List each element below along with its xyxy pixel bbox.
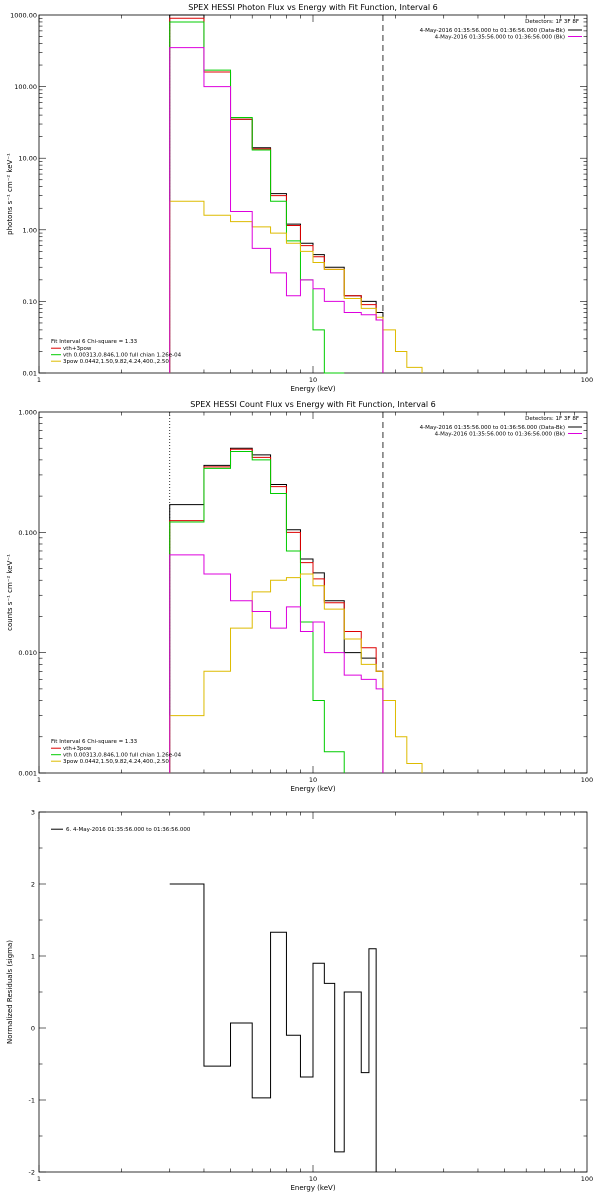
legend-label: 6. 4-May-2016 01:35:56.000 to 01:36:56.0… — [66, 827, 191, 833]
y-tick-label: 0.10 — [23, 298, 37, 306]
y-axis-label: photons s⁻¹ cm⁻² keV⁻¹ — [6, 153, 14, 235]
panel-1: SPEX HESSI Photon Flux vs Energy with Fi… — [6, 3, 593, 393]
x-tick-label: 1 — [37, 376, 41, 384]
legend-label: 3pow 0.0442,1.50,9.82,4.24,400.,2.50 — [63, 359, 169, 365]
panel-2: SPEX HESSI Count Flux vs Energy with Fit… — [6, 400, 593, 793]
y-axis-label: Normalized Residuals (sigma) — [6, 940, 14, 1044]
time-interval-label: 4-May-2016 01:35:56.000 to 01:36:56.000 … — [420, 425, 565, 431]
x-tick-label: 100 — [581, 376, 593, 384]
series-bk — [169, 554, 384, 773]
y-tick-label: 100.00 — [14, 83, 37, 91]
y-tick-label: 1000.00 — [10, 12, 37, 20]
x-axis-label: Energy (keV) — [290, 385, 335, 393]
y-tick-label: -1 — [29, 1097, 35, 1105]
series-vth-3pow — [169, 448, 384, 773]
panel-title: SPEX HESSI Photon Flux vs Energy with Fi… — [188, 3, 438, 12]
x-tick-label: 1 — [37, 776, 41, 784]
x-tick-label: 10 — [309, 1175, 317, 1183]
detectors-label: Detectors: 1F 3F 8F — [525, 19, 579, 25]
fit-interval-label: Fit Interval 6 Chi-square = 1.33 — [51, 339, 138, 345]
y-tick-label: 1 — [31, 953, 35, 961]
y-tick-label: 0.010 — [18, 649, 37, 657]
legend-label: 3pow 0.0442,1.50,9.82,4.24,400.,2.50 — [63, 759, 169, 765]
detectors-label: Detectors: 1F 3F 8F — [525, 416, 579, 422]
y-tick-label: 0 — [31, 1025, 35, 1033]
y-axis-label: counts s⁻¹ cm⁻² keV⁻¹ — [6, 554, 14, 631]
series-bk — [169, 47, 384, 373]
y-tick-label: 3 — [31, 809, 35, 817]
y-tick-label: 0.100 — [18, 529, 37, 537]
legend-label: vth+3pow — [63, 746, 92, 752]
y-tick-label: -2 — [29, 1169, 35, 1177]
x-tick-label: 1 — [37, 1175, 41, 1183]
x-tick-label: 10 — [309, 376, 317, 384]
time-interval-label: 4-May-2016 01:35:56.000 to 01:36:56.000 … — [420, 28, 565, 34]
time-interval-label: 4-May-2016 01:35:56.000 to 01:36:56.000 … — [435, 432, 565, 438]
series-data-bk — [169, 447, 384, 773]
legend-label: vth+3pow — [63, 346, 92, 352]
series-residuals — [169, 883, 377, 1172]
series-vth — [169, 21, 345, 374]
legend-label: vth 0.00313,0.846,1.00 full chian 1.26e-… — [63, 353, 182, 359]
x-tick-label: 100 — [581, 776, 593, 784]
y-tick-label: 0.001 — [18, 770, 37, 778]
x-tick-label: 100 — [581, 1175, 593, 1183]
series-3pow — [169, 573, 423, 773]
x-tick-label: 10 — [309, 776, 317, 784]
y-tick-label: 1.000 — [18, 409, 37, 417]
fit-interval-label: Fit Interval 6 Chi-square = 1.33 — [51, 739, 138, 745]
x-axis-label: Energy (keV) — [290, 785, 335, 793]
plot-frame — [38, 411, 588, 774]
time-interval-label: 4-May-2016 01:35:56.000 to 01:36:56.000 … — [435, 35, 565, 41]
panel-title: SPEX HESSI Count Flux vs Energy with Fit… — [190, 400, 435, 409]
legend-label: vth 0.00313,0.846,1.00 full chian 1.26e-… — [63, 753, 182, 759]
y-tick-label: 2 — [31, 881, 35, 889]
x-axis-label: Energy (keV) — [290, 1184, 335, 1192]
y-tick-label: 10.00 — [18, 155, 37, 163]
y-tick-label: 1.00 — [23, 226, 37, 234]
series-3pow — [169, 200, 423, 373]
series-vth-3pow — [169, 17, 384, 373]
panel-3: 1 10 100 -2 -1 0 1 2 3 Energy (keV) Normalized Res… — [6, 809, 593, 1193]
y-tick-label: 0.01 — [23, 370, 37, 378]
series-vth — [169, 450, 345, 773]
series-data-bk — [169, 14, 384, 373]
